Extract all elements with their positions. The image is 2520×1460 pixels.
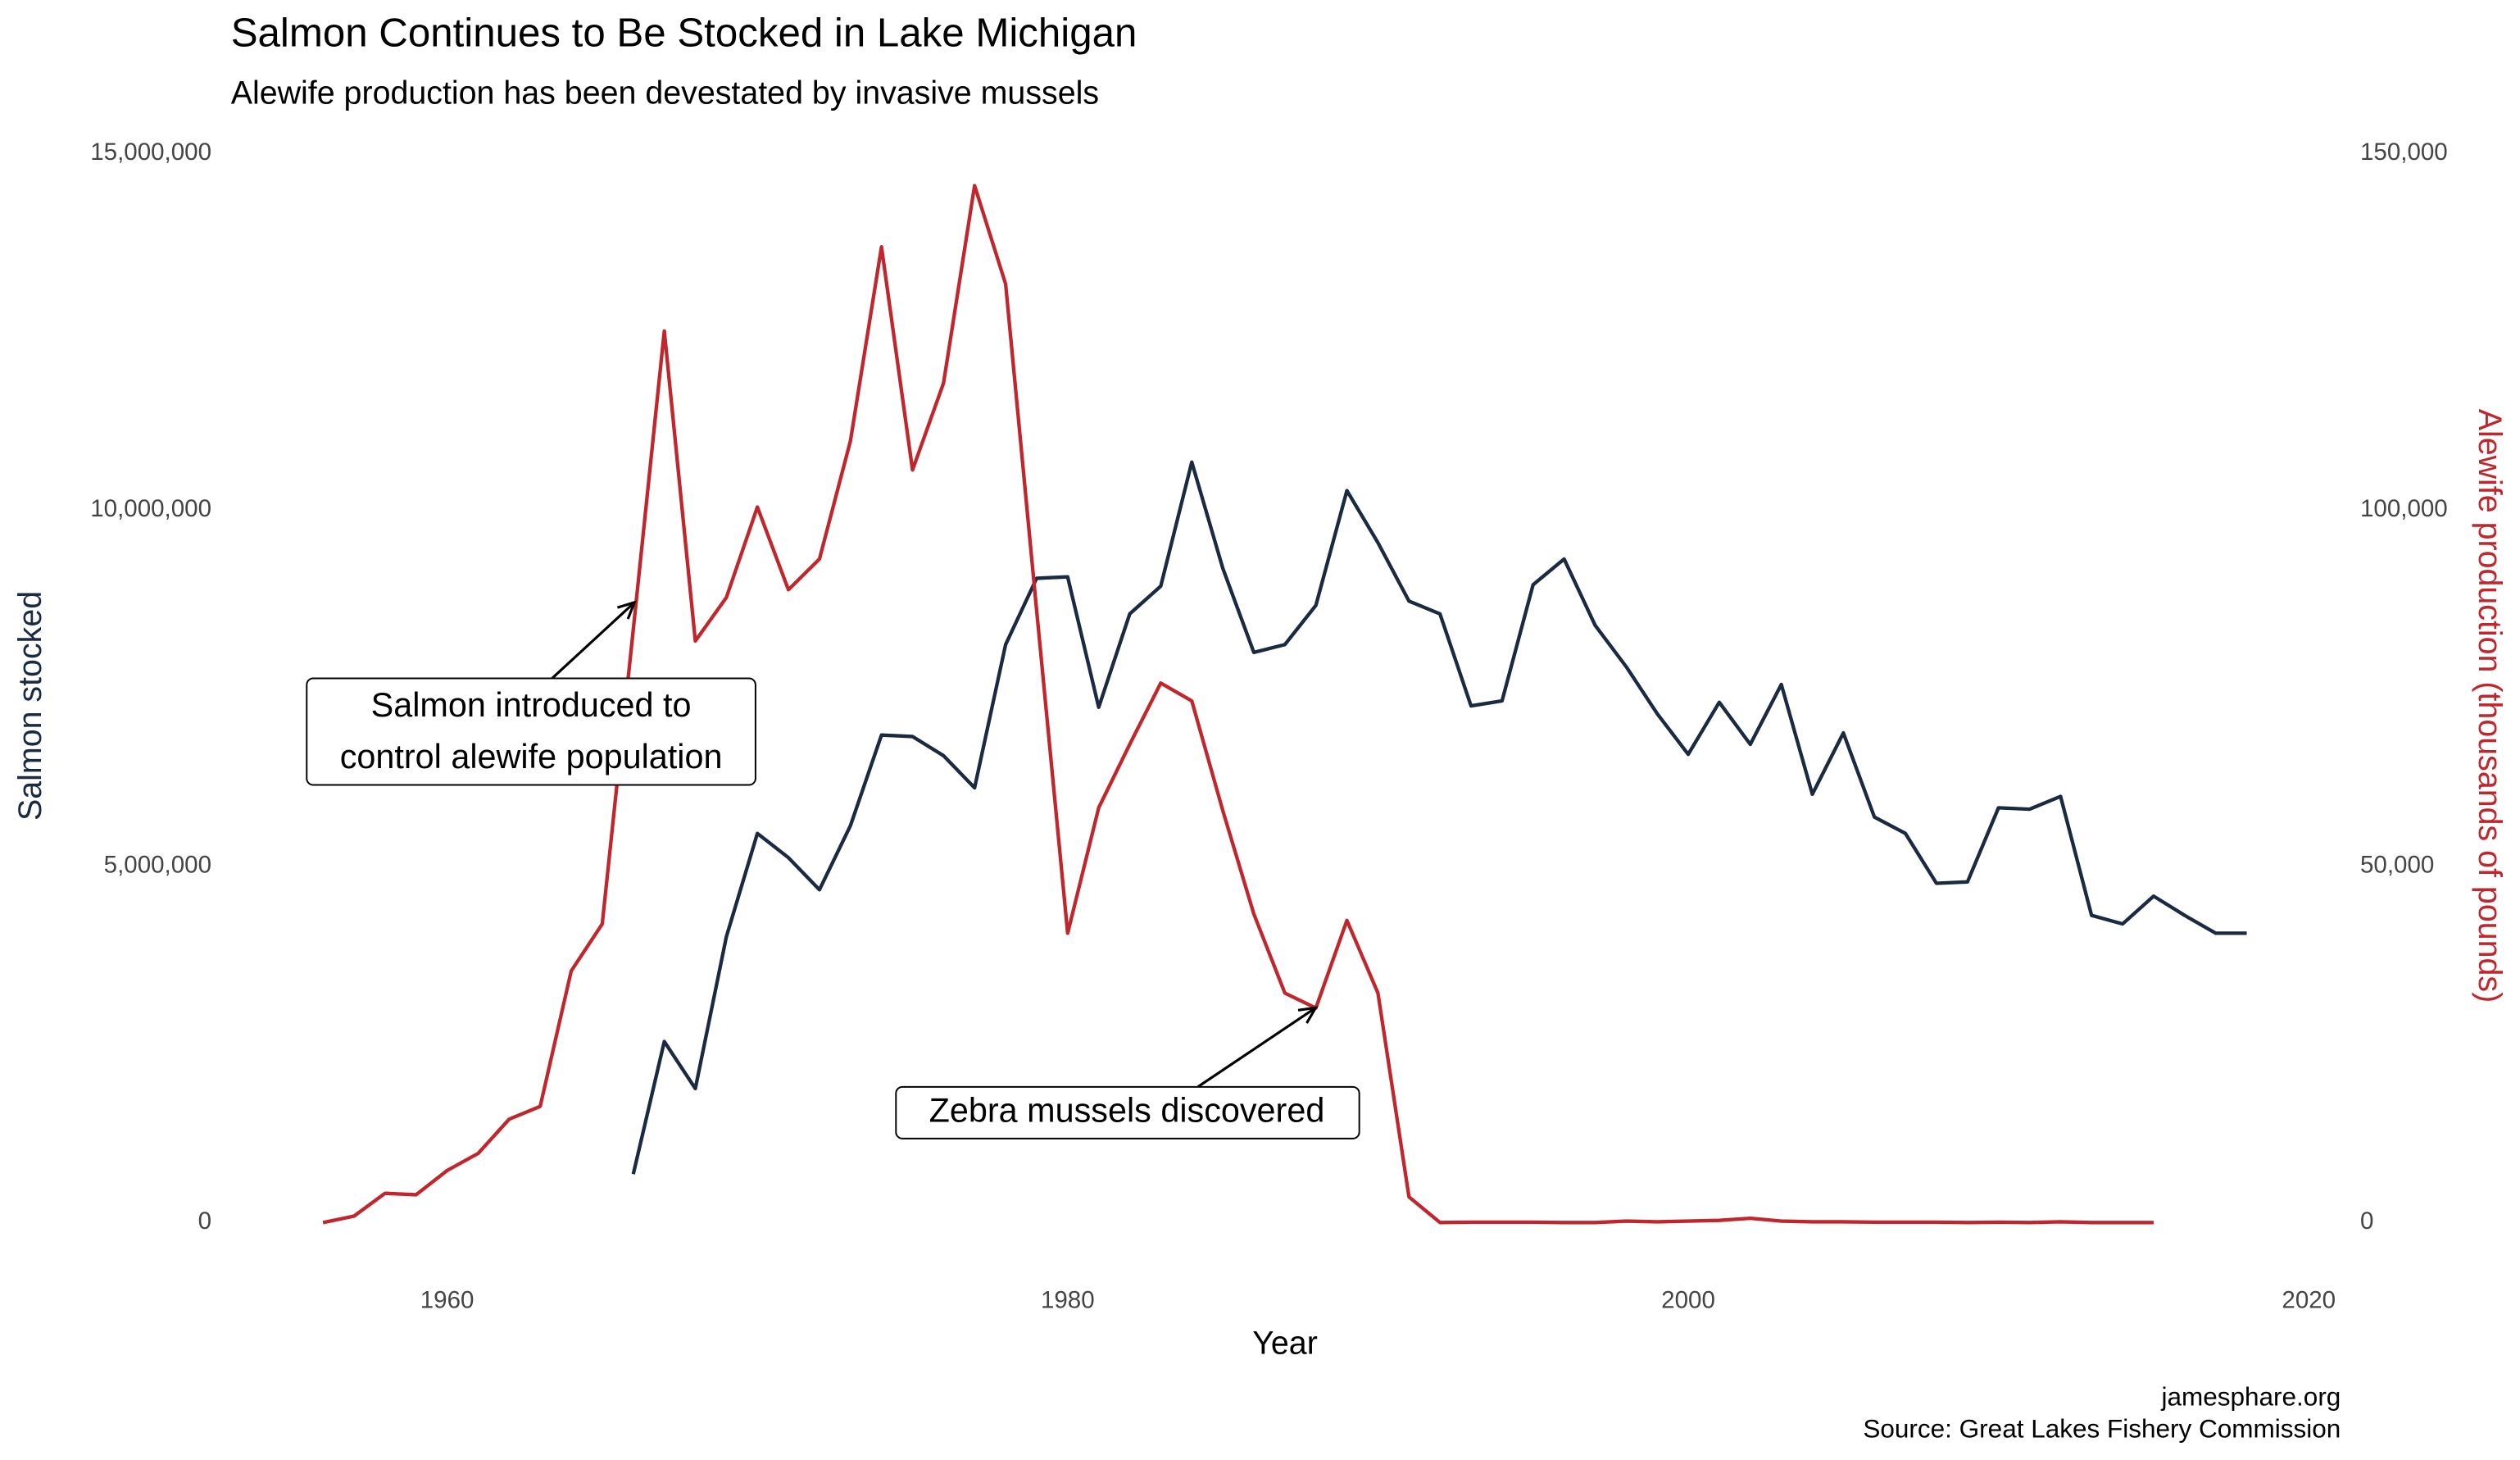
x-tick-label: 2020 [2282, 1287, 2336, 1314]
y-tick-label: 0 [198, 1208, 211, 1235]
x-tick-label: 1980 [1041, 1287, 1095, 1314]
y2-tick-label: 150,000 [2360, 139, 2448, 166]
annotation-text: Salmon introduced to [371, 686, 692, 724]
annotation-box [306, 677, 756, 786]
annotation-arrow [1196, 1007, 1317, 1089]
y2-axis-title: Alewife production (thousands of pounds) [2472, 409, 2508, 1003]
annotation-arrow [551, 601, 636, 680]
y-tick-label: 15,000,000 [90, 139, 211, 166]
y-axis-title: Salmon stocked [12, 591, 48, 821]
x-tick-label: 1960 [420, 1287, 474, 1314]
annotation-arrowhead [1297, 1006, 1319, 1024]
y2-tick-label: 50,000 [2360, 851, 2434, 878]
y-tick-label: 5,000,000 [104, 851, 211, 878]
x-axis-title: Year [1252, 1325, 1318, 1361]
x-tick-label: 2000 [1661, 1287, 1715, 1314]
annotation-text: control alewife population [340, 738, 723, 775]
annotation-arrowhead [616, 600, 637, 620]
caption: jamesphare.org [2160, 1381, 2341, 1411]
y2-tick-label: 100,000 [2360, 495, 2448, 522]
chart-title: Salmon Continues to Be Stocked in Lake M… [231, 10, 1137, 55]
y-tick-label: 10,000,000 [90, 495, 211, 522]
data-line [631, 460, 2247, 1175]
chart-subtitle: Alewife production has been devestated b… [231, 75, 1099, 111]
annotation-text: Zebra mussels discovered [929, 1091, 1325, 1129]
y2-tick-label: 0 [2360, 1208, 2373, 1235]
caption: Source: Great Lakes Fishery Commission [1863, 1414, 2341, 1444]
annotation-box [895, 1085, 1360, 1139]
